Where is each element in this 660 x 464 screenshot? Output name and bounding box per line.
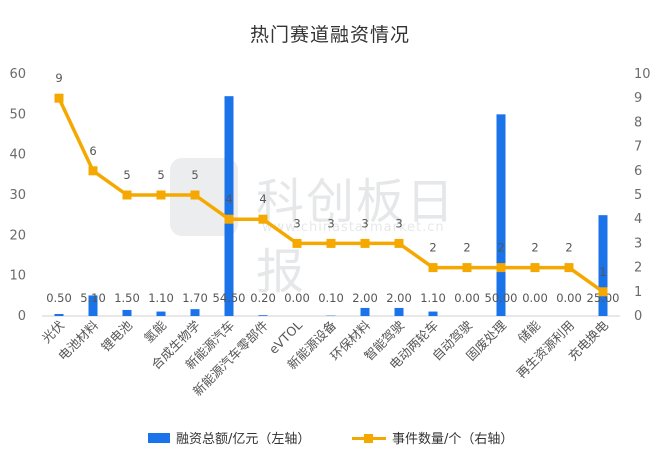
bar-value-label: 0.10 <box>318 291 344 305</box>
bar-value-label: 2.00 <box>386 291 412 305</box>
line-value-label: 2 <box>463 241 470 255</box>
line-value-label: 3 <box>327 216 334 230</box>
y-right-tick-label: 5 <box>634 188 642 203</box>
y-right-tick-label: 2 <box>634 261 642 276</box>
y-right-tick-label: 4 <box>634 212 642 227</box>
line-point-marker <box>598 287 608 297</box>
legend-line-swatch <box>352 432 386 444</box>
line-value-label: 3 <box>293 216 300 230</box>
bar-value-label: 0.00 <box>522 291 548 305</box>
y-right-tick-label: 8 <box>634 115 642 130</box>
bar <box>190 309 200 316</box>
bar <box>394 307 404 316</box>
y-right-tick-label: 7 <box>634 140 642 155</box>
bar <box>122 309 132 316</box>
watermark-url: www.chinastarmarket.cn <box>262 220 445 235</box>
x-category-label: 锂电池 <box>98 317 135 354</box>
bar-value-label: 0.50 <box>46 291 72 305</box>
x-category-label: 储能 <box>515 317 544 346</box>
x-category-label: 氢能 <box>141 317 170 346</box>
y-left-tick-label: 0 <box>18 309 26 324</box>
line-value-label: 9 <box>55 71 62 85</box>
line-point-marker <box>258 214 268 224</box>
y-left-tick-label: 20 <box>9 228 26 243</box>
bar <box>156 311 166 316</box>
line-series <box>57 97 605 294</box>
y-right-tick-label: 0 <box>634 309 642 324</box>
line-point-marker <box>326 238 336 248</box>
legend-bar-label: 融资总额/亿元（左轴） <box>176 432 311 447</box>
bar <box>496 114 506 316</box>
bar <box>428 311 438 316</box>
line-value-label: 3 <box>395 216 402 230</box>
line-value-label: 6 <box>89 144 96 158</box>
line-point-marker <box>156 190 166 200</box>
bar <box>360 307 370 316</box>
bar <box>54 313 64 316</box>
bar-value-label: 1.50 <box>114 291 140 305</box>
y-left-tick-label: 60 <box>9 67 26 82</box>
bar-value-label: 1.10 <box>148 291 174 305</box>
line-value-label: 2 <box>565 241 572 255</box>
line-point-marker <box>360 238 370 248</box>
x-category-label: 光伏 <box>39 317 68 346</box>
legend-bar-swatch <box>148 432 170 443</box>
line-value-label: 1 <box>599 265 606 279</box>
y-left-tick-label: 50 <box>9 107 26 122</box>
bar <box>224 96 234 316</box>
line-point-marker <box>190 190 200 200</box>
line-point-marker <box>122 190 132 200</box>
line-point-marker <box>428 263 438 273</box>
line-point-marker <box>292 238 302 248</box>
bar-value-label: 50.00 <box>485 291 518 305</box>
legend: 融资总额/亿元（左轴） 事件数量/个（右轴） <box>0 428 660 450</box>
line-value-label: 4 <box>225 192 232 206</box>
y-left-tick-label: 10 <box>9 269 26 284</box>
line-value-label: 5 <box>123 168 130 182</box>
bar <box>88 295 98 316</box>
bar-value-label: 5.10 <box>80 291 106 305</box>
line-point-marker <box>394 238 404 248</box>
y-right-tick-label: 1 <box>634 285 642 300</box>
legend-line-label: 事件数量/个（右轴） <box>392 432 514 447</box>
line-value-label: 5 <box>157 168 164 182</box>
chart-title: 热门赛道融资情况 <box>249 24 410 46</box>
line-point-marker <box>496 263 506 273</box>
bar-value-label: 1.10 <box>420 291 446 305</box>
y-right-tick-label: 10 <box>634 67 651 82</box>
y-left-tick-label: 40 <box>9 148 26 163</box>
y-right-tick-label: 6 <box>634 164 642 179</box>
bar-value-label: 25.00 <box>587 291 620 305</box>
line-point-marker <box>530 263 540 273</box>
line-point-marker <box>224 214 234 224</box>
bar-value-label: 0.00 <box>556 291 582 305</box>
watermark-text: 科创板日报 <box>256 174 457 300</box>
bar-value-label: 0.00 <box>284 291 310 305</box>
y-left-tick-label: 30 <box>9 188 26 203</box>
line-value-label: 2 <box>497 241 504 255</box>
line-value-label: 2 <box>429 241 436 255</box>
bar <box>258 315 268 316</box>
legend-item-bar: 融资总额/亿元（左轴） <box>148 428 310 447</box>
line-point-marker <box>462 263 472 273</box>
line-point-marker <box>54 93 64 103</box>
line-value-label: 3 <box>361 216 368 230</box>
bar-value-label: 54.50 <box>213 291 246 305</box>
line-value-label: 2 <box>531 241 538 255</box>
line-value-label: 4 <box>259 192 266 206</box>
line-point-marker <box>564 263 574 273</box>
line-value-label: 5 <box>191 168 198 182</box>
bar-value-label: 1.70 <box>182 291 208 305</box>
bar-value-label: 0.00 <box>454 291 480 305</box>
line-point-marker <box>88 166 98 176</box>
legend-item-line: 事件数量/个（右轴） <box>352 428 513 447</box>
y-right-tick-label: 9 <box>634 91 642 106</box>
bar <box>598 215 608 316</box>
bar-value-label: 2.00 <box>352 291 378 305</box>
y-right-tick-label: 3 <box>634 236 642 251</box>
bar-value-label: 0.20 <box>250 291 276 305</box>
